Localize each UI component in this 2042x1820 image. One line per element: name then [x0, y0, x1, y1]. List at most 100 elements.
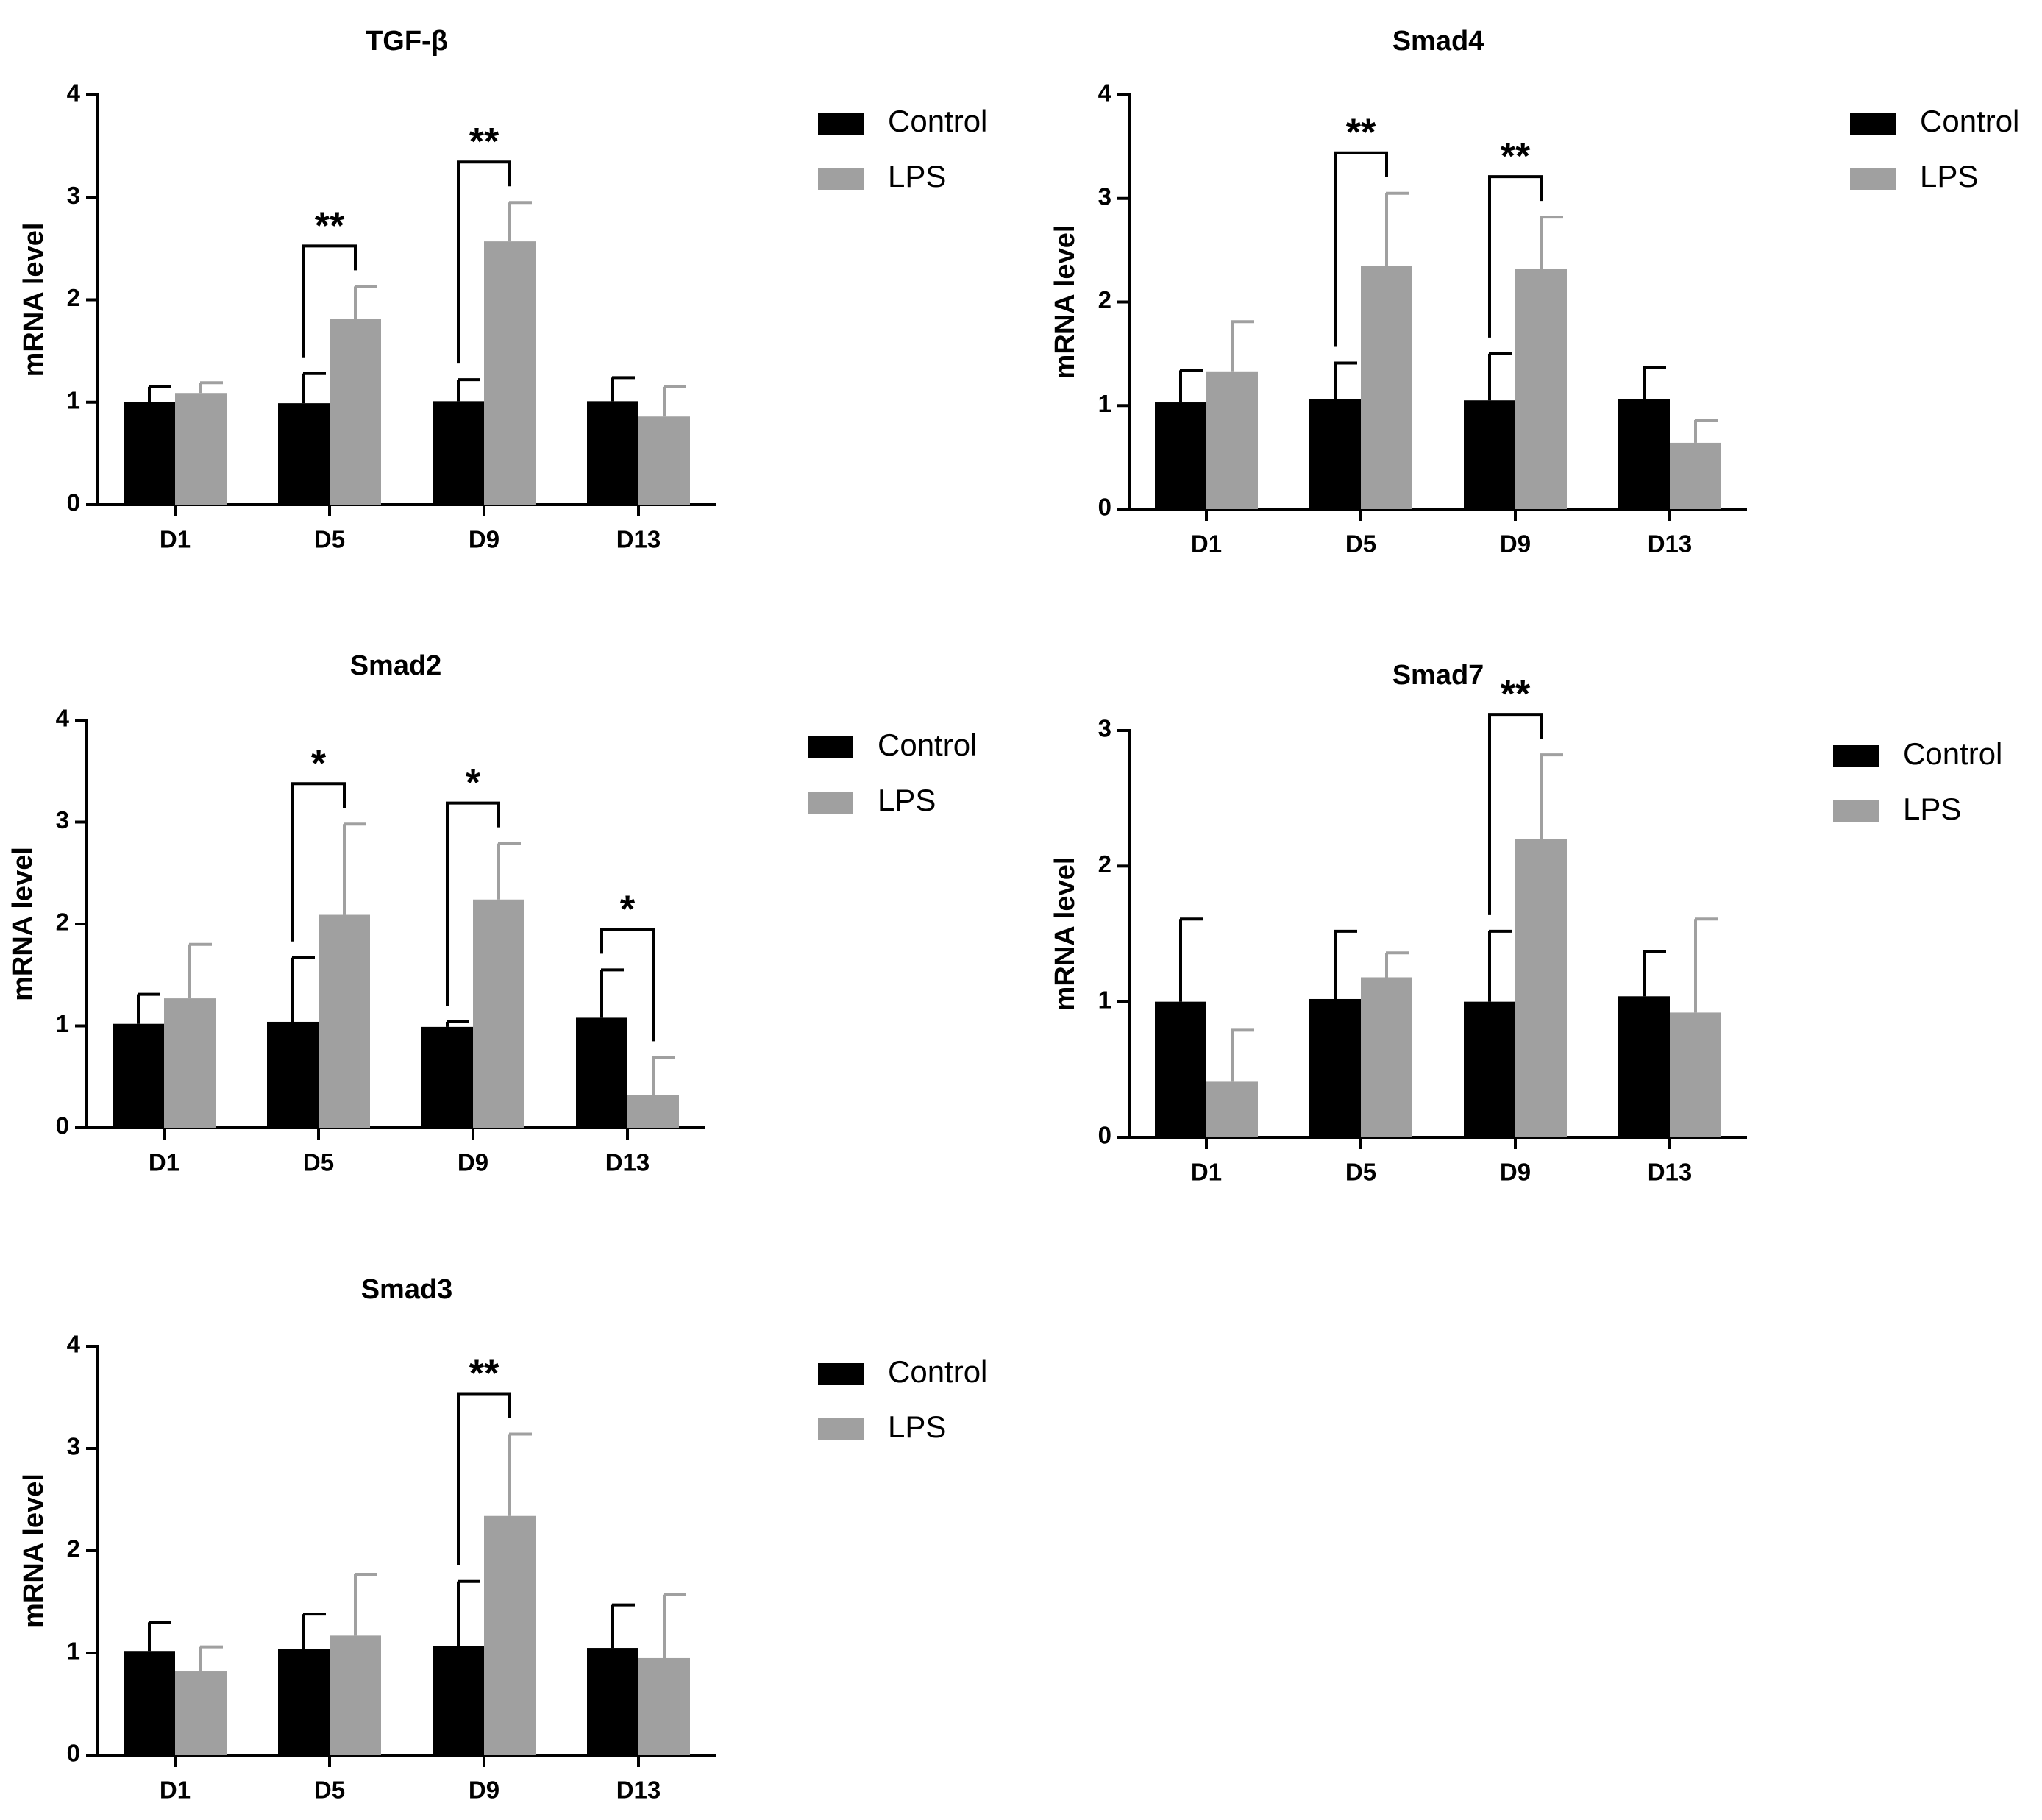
bar-lps	[1670, 1012, 1721, 1137]
bar-control	[1464, 1001, 1515, 1137]
bar-control	[113, 1023, 164, 1128]
y-tick-label: 1	[1098, 986, 1111, 1013]
x-tick-label: D9	[1500, 530, 1531, 558]
x-tick-label: D13	[1648, 1159, 1693, 1186]
legend-label-control: Control	[878, 728, 977, 762]
bar-lps	[175, 393, 227, 505]
y-axis-label: mRNA level	[1050, 225, 1081, 380]
bar-control	[1155, 1001, 1206, 1137]
bar-lps	[484, 241, 536, 505]
x-tick-label: D13	[1648, 530, 1693, 558]
x-tick-label: D13	[616, 1777, 661, 1804]
significance-bracket	[446, 801, 500, 1006]
bar-lps	[330, 319, 381, 505]
legend-label-control: Control	[888, 1354, 987, 1389]
x-tick-label: D9	[1500, 1159, 1531, 1186]
y-tick-label: 2	[67, 284, 80, 311]
bar-control	[124, 1651, 175, 1755]
x-tick-label: D5	[314, 1777, 345, 1804]
legend-label-control: Control	[1920, 104, 2019, 138]
bar-control	[1309, 998, 1361, 1137]
chart-panel-smad4: Smad4 0 1 2 3 4 mRNA level D1 D5 D9 D13 ** ** Control…	[1050, 26, 2019, 558]
y-tick-label: 0	[56, 1112, 69, 1140]
bar-control	[1618, 996, 1670, 1137]
y-tick-label: 4	[56, 705, 70, 732]
y-tick-label: 2	[1098, 850, 1111, 878]
significance-bracket	[1488, 175, 1543, 338]
chart-title: Smad3	[361, 1274, 453, 1305]
x-tick-label: D5	[314, 526, 345, 553]
y-tick-label: 0	[1098, 494, 1111, 521]
x-tick-label: D9	[469, 1777, 499, 1804]
y-tick-label: 4	[1098, 79, 1112, 107]
bar-lps	[484, 1515, 536, 1755]
y-axis-label: mRNA level	[18, 223, 49, 377]
legend-swatch-lps	[808, 792, 853, 814]
chart-title: Smad7	[1392, 660, 1484, 691]
x-tick-label: D1	[1191, 1159, 1222, 1186]
y-tick-label: 4	[67, 1331, 81, 1358]
y-tick-label: 0	[1098, 1122, 1111, 1149]
legend-swatch-control	[1850, 113, 1896, 135]
bar-lps	[1515, 839, 1567, 1137]
legend-label-lps: LPS	[878, 783, 936, 817]
y-tick-label: 4	[67, 79, 81, 107]
x-tick-label: D5	[1345, 1159, 1376, 1186]
y-tick-label: 3	[1098, 715, 1111, 742]
x-tick-label: D5	[303, 1149, 334, 1176]
y-tick-label: 3	[67, 1433, 80, 1460]
significance-bracket	[1334, 151, 1388, 347]
bar-control	[587, 1648, 638, 1755]
legend-swatch-lps	[1833, 800, 1879, 822]
chart-panel-smad2: Smad2 0 1 2 3 4 mRNA level D1 D5 D9 D13 * * * Control L…	[7, 650, 977, 1176]
legend-swatch-lps	[818, 1418, 864, 1440]
x-tick-label: D1	[149, 1149, 179, 1176]
bar-lps	[330, 1635, 381, 1755]
bar-control	[278, 403, 330, 505]
significance-bracket	[457, 1392, 511, 1565]
bar-lps	[1206, 1081, 1258, 1137]
bar-lps	[164, 998, 216, 1128]
bar-control	[278, 1649, 330, 1755]
bar-control	[433, 1646, 484, 1755]
chart-panel-smad3: Smad3 0 1 2 3 4 mRNA level D1 D5 D9 D13 ** Control LP…	[18, 1274, 987, 1804]
significance-label: *	[311, 742, 327, 785]
chart-panel-smad7: Smad7 0 1 2 3 mRNA level D1 D5 D9 D13 ** Control LPS	[1050, 660, 2002, 1186]
bar-lps	[319, 914, 370, 1128]
chart-panel-tgf-beta: TGF-β 0 1 2 3 4 mRNA level D1 D5 D9 D13 ** ** Control…	[18, 26, 987, 553]
legend-label-control: Control	[888, 104, 987, 138]
bar-lps	[1515, 269, 1567, 509]
bar-control	[1464, 400, 1515, 509]
x-tick-label: D13	[616, 526, 661, 553]
y-tick-label: 2	[1098, 286, 1111, 313]
significance-label: *	[466, 762, 481, 805]
legend-label-lps: LPS	[888, 159, 946, 193]
y-axis-label: mRNA level	[1050, 857, 1081, 1012]
bar-control	[1309, 399, 1361, 509]
significance-bracket	[302, 244, 357, 358]
significance-bracket	[1488, 713, 1543, 915]
bar-control	[433, 401, 484, 505]
x-tick-label: D1	[1191, 530, 1222, 558]
y-tick-label: 3	[1098, 182, 1111, 210]
bar-control	[1618, 399, 1670, 509]
x-tick-label: D5	[1345, 530, 1376, 558]
bar-lps	[638, 416, 690, 505]
y-tick-label: 1	[1098, 390, 1111, 417]
significance-label: **	[469, 121, 499, 163]
significance-label: *	[620, 888, 636, 931]
x-tick-label: D1	[160, 526, 191, 553]
bar-lps	[1361, 266, 1412, 509]
significance-label: **	[469, 1353, 499, 1396]
significance-label: **	[1346, 112, 1376, 154]
x-tick-label: D9	[469, 526, 499, 553]
legend-swatch-lps	[818, 168, 864, 190]
bar-lps	[627, 1095, 679, 1128]
bar-control	[267, 1021, 319, 1128]
chart-title: Smad4	[1392, 26, 1484, 57]
y-axis-label: mRNA level	[7, 847, 38, 1001]
y-tick-label: 1	[67, 1638, 80, 1665]
legend-swatch-control	[818, 113, 864, 135]
y-tick-label: 0	[67, 489, 80, 516]
